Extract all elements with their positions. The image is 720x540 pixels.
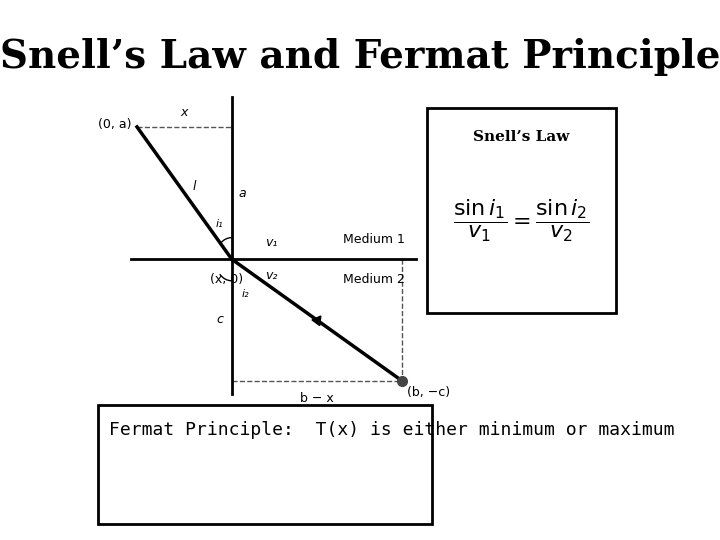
Text: Snell’s Law: Snell’s Law [474,130,570,144]
Text: (b, −c): (b, −c) [408,386,451,399]
Text: Medium 2: Medium 2 [343,273,405,286]
Text: Fermat Principle:  T(x) is either minimum or maximum: Fermat Principle: T(x) is either minimum… [109,421,675,439]
Text: a: a [238,186,246,200]
FancyBboxPatch shape [427,108,616,313]
Text: v₂: v₂ [265,269,278,282]
Text: Snell’s Law and Fermat Principle: Snell’s Law and Fermat Principle [0,38,720,76]
Text: i₁: i₁ [216,219,223,230]
Text: (x, 0): (x, 0) [210,273,243,286]
Text: x: x [181,106,188,119]
Text: v₁: v₁ [265,237,278,249]
Text: i₂: i₂ [242,289,250,299]
Text: l: l [193,180,196,193]
Text: c: c [217,313,223,327]
FancyBboxPatch shape [98,405,433,524]
Text: $\dfrac{\sin i_1}{v_1} = \dfrac{\sin i_2}{v_2}$: $\dfrac{\sin i_1}{v_1} = \dfrac{\sin i_2… [454,198,590,245]
Text: (0, a): (0, a) [98,118,132,131]
Text: Medium 1: Medium 1 [343,233,405,246]
Text: b − x: b − x [300,392,333,404]
